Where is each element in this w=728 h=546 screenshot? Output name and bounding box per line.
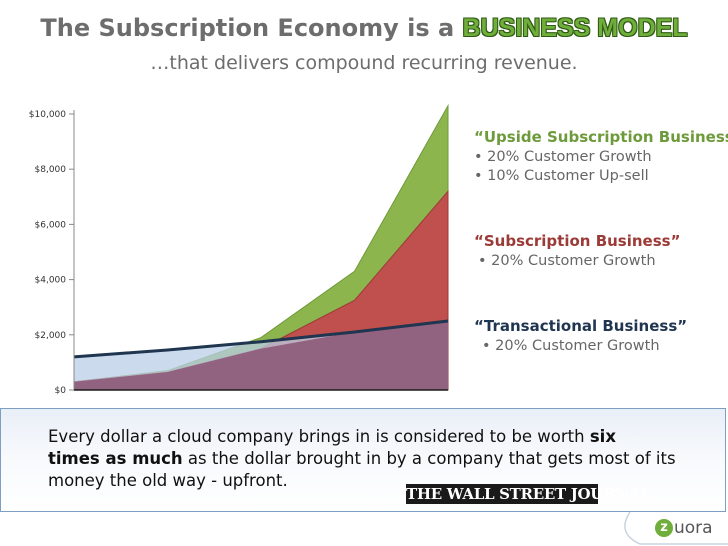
y-tick-label: $0: [55, 386, 67, 396]
legend-upside-item: • 10% Customer Up-sell: [474, 168, 649, 184]
chart-axes: [73, 110, 448, 391]
zuora-mark-icon: z: [655, 519, 673, 537]
y-tick-label: $4,000: [35, 276, 67, 286]
quote-text: Every dollar a cloud company brings in i…: [48, 426, 688, 492]
quote-box: [0, 408, 726, 512]
quote-part2: as the dollar brought in by a company th…: [48, 449, 676, 490]
quote-bold-six: six: [589, 427, 616, 446]
zuora-wordmark: uora: [674, 518, 713, 538]
y-tick-label: $6,000: [35, 220, 67, 230]
slide-title: The Subscription Economy is a BUSINESS M…: [0, 14, 728, 43]
legend-transactional-title: “Transactional Business”: [474, 317, 688, 335]
transactional-line: [73, 319, 449, 359]
y-axis-ticks: $0 $2,000 $4,000 $6,000 $8,000 $10,000: [29, 110, 74, 396]
wsj-logo: THE WALL STREET JOURNAL.: [406, 484, 656, 504]
overlap-area: [74, 321, 448, 390]
legend-upside-title: “Upside Subscription Business”: [474, 128, 728, 146]
y-tick-label: $8,000: [35, 165, 67, 175]
title-main: The Subscription Economy is a: [40, 14, 463, 42]
legend-subscription: “Subscription Business” • 20% Customer G…: [474, 232, 680, 269]
title-accent: BUSINESS MODEL: [462, 14, 688, 42]
corner-curl-decoration: [624, 511, 728, 545]
legend-upside-item: • 20% Customer Growth: [474, 149, 652, 165]
legend-subscription-item: • 20% Customer Growth: [478, 253, 656, 269]
legend-transactional-item: • 20% Customer Growth: [482, 338, 660, 354]
quote-part1: Every dollar a cloud company brings in i…: [48, 427, 590, 446]
y-tick-label: $2,000: [35, 331, 67, 341]
slide-subtitle: …that delivers compound recurring revenu…: [150, 52, 578, 74]
y-tick-label: $10,000: [29, 110, 66, 120]
legend-transactional: “Transactional Business” • 20% Customer …: [474, 317, 687, 354]
chart-areas: [73, 103, 449, 391]
zuora-logo: z uora: [655, 516, 713, 540]
legend-upside: “Upside Subscription Business” • 20% Cus…: [474, 128, 728, 184]
legend-subscription-title: “Subscription Business”: [474, 232, 681, 250]
quote-bold-times: times as much: [48, 449, 183, 468]
